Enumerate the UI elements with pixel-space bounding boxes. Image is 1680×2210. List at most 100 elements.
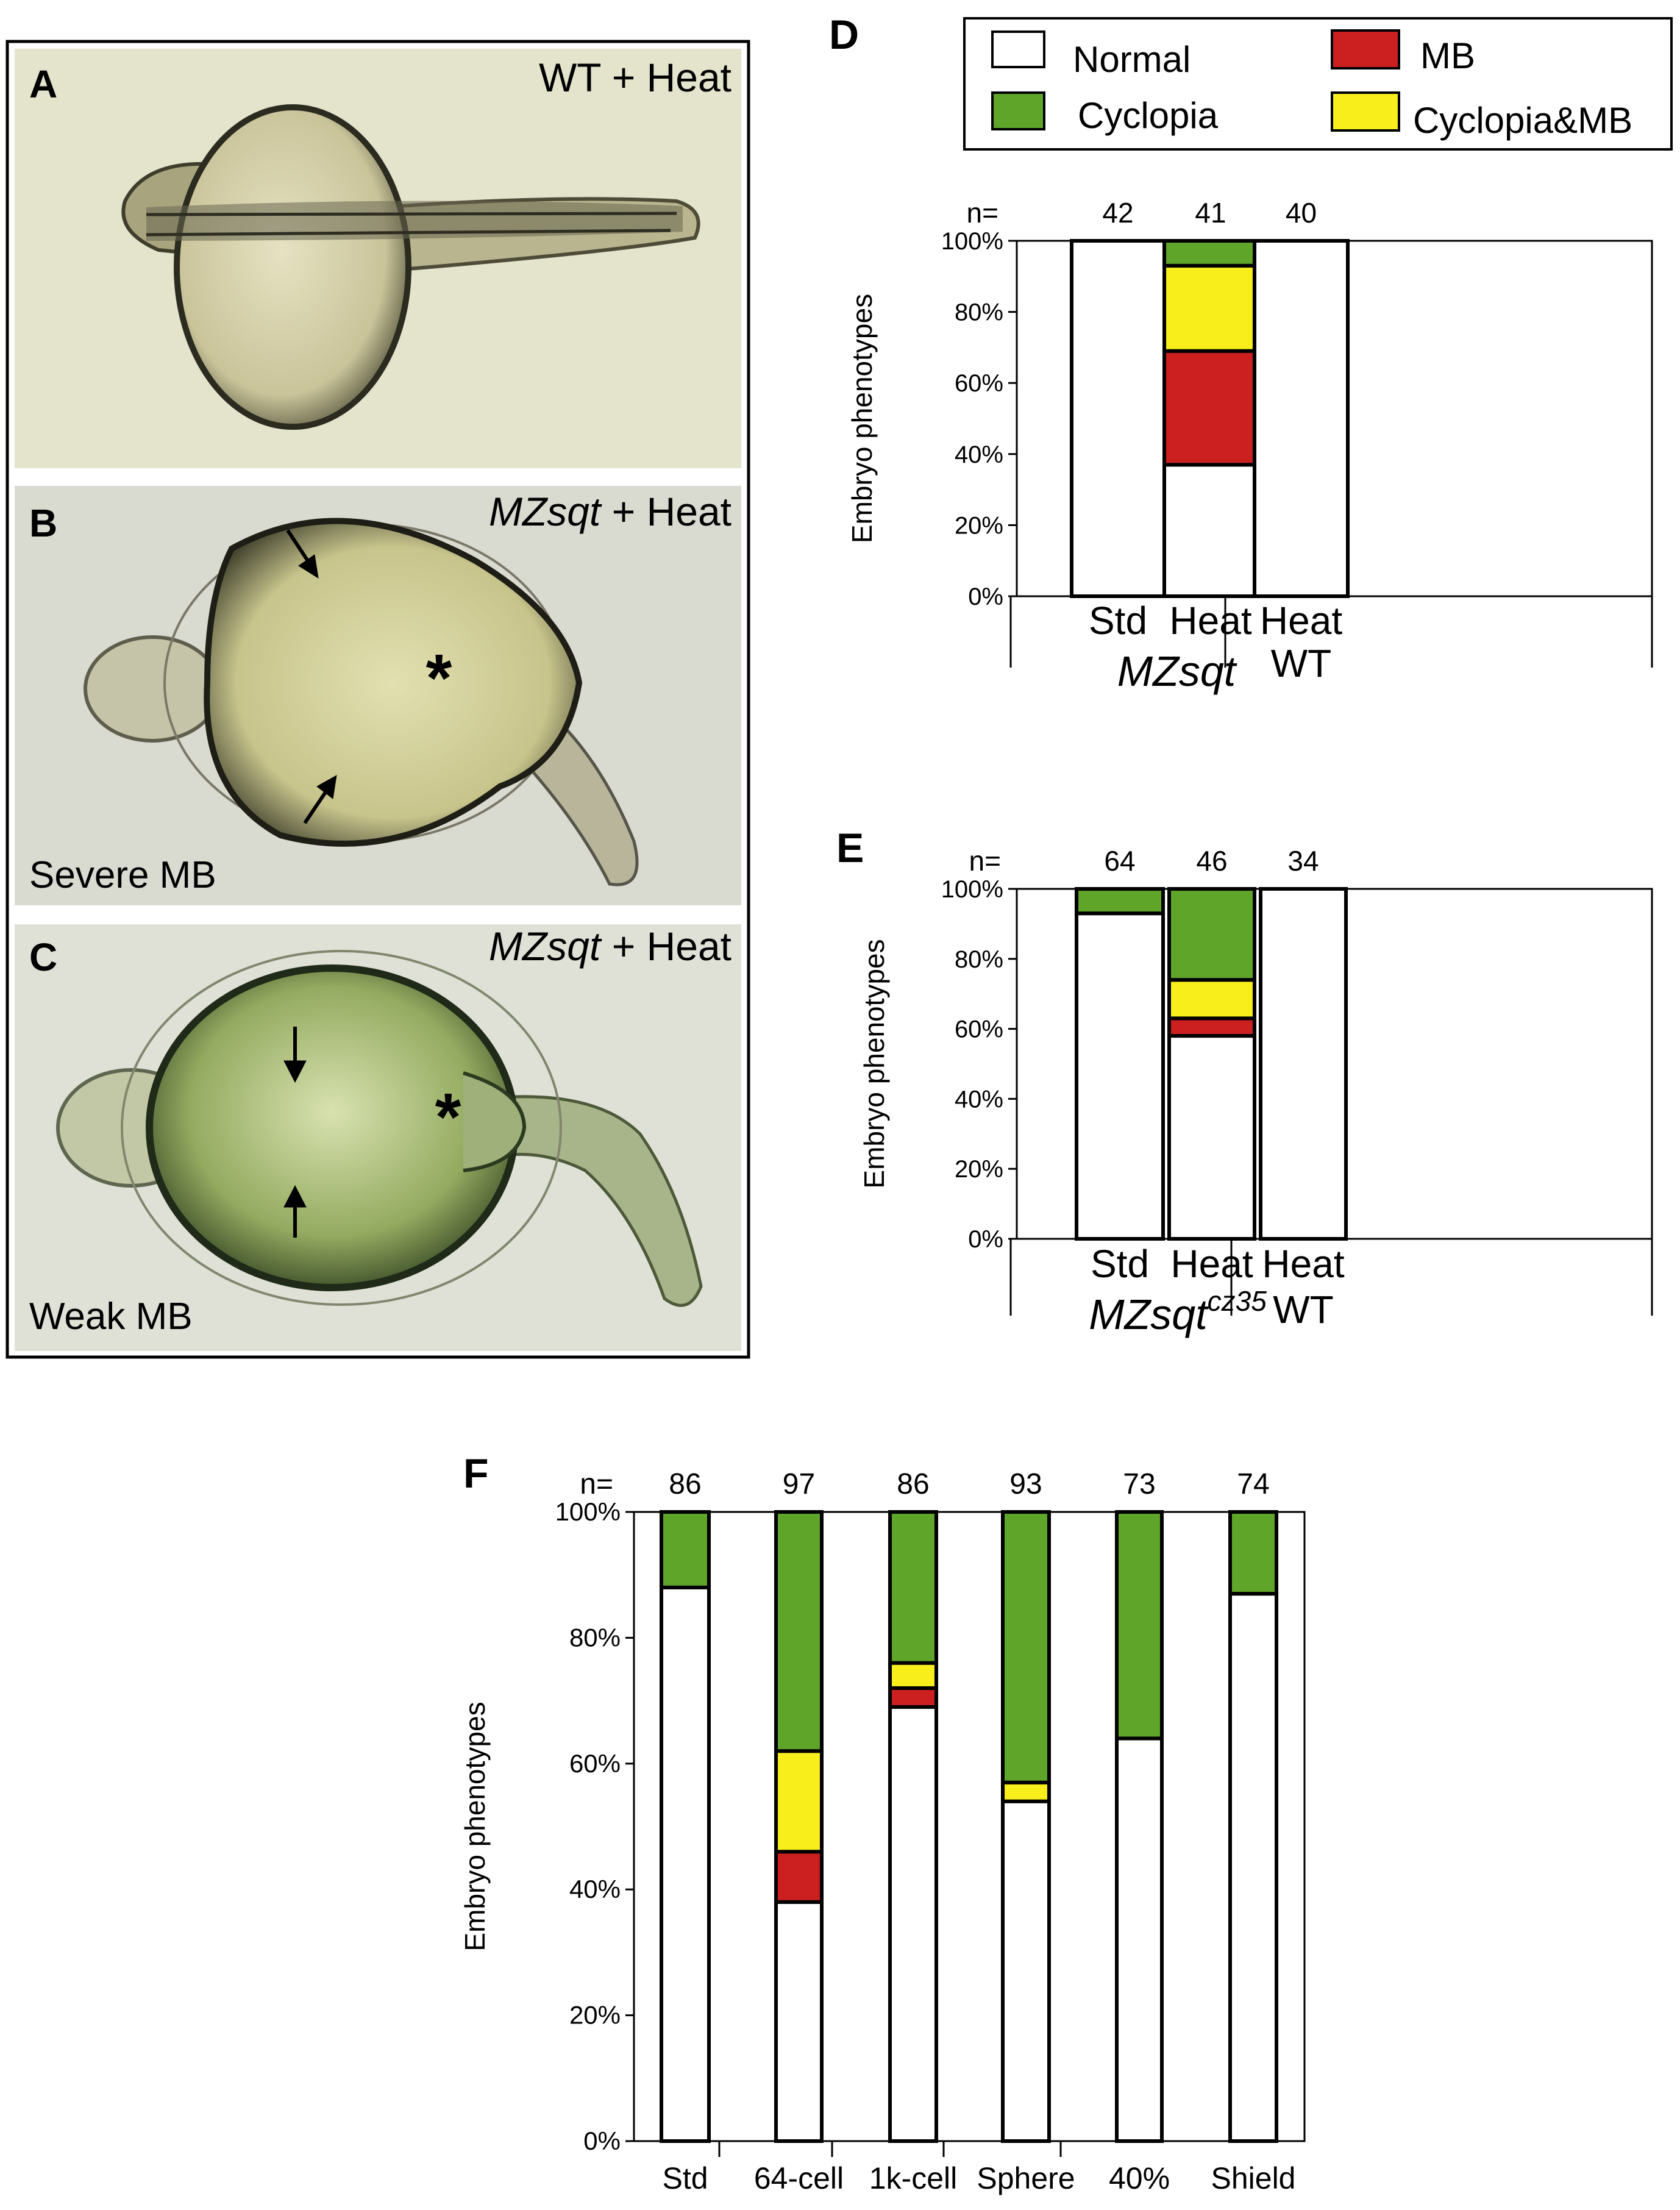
panel-c-title: MZsqt + Heat — [489, 924, 731, 969]
chart-f-ytick-label: 0% — [583, 2126, 621, 2155]
panel-letter-b: B — [29, 501, 57, 545]
chart-d-n-label: n= — [967, 197, 998, 229]
chart-d-xtick-label: Heat — [1169, 599, 1251, 643]
chart-d-xtick-label: Heat — [1260, 599, 1342, 643]
chart-f-n-value: 74 — [1237, 1468, 1269, 1500]
chart-f-plot-frame — [633, 1511, 1306, 2142]
chart-e-ytick-label: 80% — [955, 946, 1003, 973]
chart-d-bar-normal — [1070, 239, 1166, 598]
chart-f-bar-normal — [1228, 1592, 1278, 2144]
panel-b-caption: Severe MB — [29, 854, 216, 896]
photo-panel-c — [15, 924, 741, 1351]
chart-f-bar-cyclopia — [660, 1510, 711, 1589]
chart-d-xtick-label: Std — [1089, 599, 1147, 643]
chart-f-bar-cyclopia — [1001, 1510, 1051, 1784]
chart-e-ytick-label: 0% — [968, 1226, 1003, 1253]
legend-swatch-mb — [1331, 29, 1400, 70]
photo-panel-b — [15, 486, 741, 905]
chart-e-xtick-label: Std — [1091, 1242, 1149, 1286]
chart-d: D 0% 20% 40% 60% 80% 100% Embryo phenotypes n= 4… — [829, 12, 1653, 695]
chart-e-n-value: 64 — [1104, 845, 1135, 877]
legend-swatch-cyclopia-mb — [1331, 91, 1400, 132]
chart-f-bar-cyclopia-mb — [888, 1661, 938, 1690]
photo-panels: * * A WT + Heat B MZsqt + Heat Severe MB… — [5, 40, 750, 1359]
chart-e-ytick-label: 40% — [955, 1086, 1003, 1113]
chart-f-bar-cyclopia — [774, 1510, 824, 1753]
chart-e-bar-cyclopia-mb — [1167, 978, 1256, 1021]
chart-e-bar-cyclopia — [1167, 887, 1256, 982]
chart-e-n-value: 34 — [1287, 845, 1319, 877]
legend-label-cyclopia: Cyclopia — [1078, 95, 1219, 136]
chart-f-n-value: 97 — [783, 1468, 815, 1500]
legend-label-normal: Normal — [1073, 39, 1191, 80]
chart-f-ylabel: Embryo phenotypes — [459, 1702, 491, 1951]
chart-e-n-label: n= — [969, 845, 1001, 877]
chart-f-xtick-label: 1k-cell — [869, 2161, 957, 2195]
chart-d-ytick-label: 0% — [968, 583, 1003, 610]
chart-e-xtick-label: Heat — [1262, 1242, 1344, 1286]
chart-f-xtick-label: Sphere — [977, 2161, 1075, 2195]
chart-e-bar-normal — [1075, 911, 1165, 1241]
chart-f-bar-cyclopia-mb — [1001, 1780, 1051, 1803]
legend-swatch-normal — [991, 30, 1045, 68]
chart-f-n-label: n= — [580, 1468, 613, 1500]
chart-d-ytick-label: 60% — [955, 370, 1003, 397]
chart-f-n-value: 86 — [669, 1468, 701, 1500]
chart-d-ylabel: Embryo phenotypes — [846, 294, 878, 543]
panel-a-title: WT + Heat — [539, 55, 731, 100]
chart-f-xtick-label: 64-cell — [754, 2161, 844, 2195]
chart-e-xtick-label2: WT — [1273, 1288, 1334, 1331]
chart-f-bar-cyclopia-mb — [774, 1749, 824, 1854]
chart-e-bar-cyclopia — [1075, 887, 1165, 916]
chart-e-group-label: MZsqtcz35 — [1089, 1285, 1267, 1338]
chart-f-n-value: 93 — [1009, 1468, 1042, 1500]
chart-f-bar-normal — [1001, 1799, 1051, 2143]
legend-label-mb: MB — [1420, 35, 1475, 76]
asterisk-icon-b: * — [426, 641, 452, 716]
chart-d-group-label: MZsqt — [1117, 647, 1237, 695]
chart-f-n-value: 86 — [897, 1468, 929, 1500]
chart-d-bar-normal — [1162, 463, 1259, 598]
panel-b-title: MZsqt + Heat — [489, 489, 731, 534]
chart-f-ytick-label: 60% — [569, 1749, 621, 1778]
chart-f-bar-cyclopia — [888, 1510, 938, 1665]
chart-d-n-value: 42 — [1102, 197, 1133, 229]
embryo-a-yolk — [174, 104, 411, 430]
arrow-icons-b — [286, 529, 337, 824]
chart-f-ytick-label: 40% — [569, 1875, 621, 1903]
panel-letter-c: C — [29, 935, 57, 979]
arrow-icons-c — [283, 1027, 307, 1238]
chart-e-ylabel: Embryo phenotypes — [858, 939, 890, 1188]
chart-f-bar-normal — [774, 1900, 824, 2144]
chart-f-bar-cyclopia — [1228, 1510, 1278, 1596]
chart-e: E 0% 20% 40% 60% 80% 100% Embryo phenotypes n= 6… — [836, 825, 1653, 1338]
chart-f-ytick-label: 100% — [555, 1497, 621, 1526]
embryo-c-tail — [485, 1095, 703, 1307]
embryo-b-head — [84, 635, 221, 743]
chart-d-xtick-label2: WT — [1271, 641, 1332, 685]
chart-e-bar-normal — [1167, 1034, 1256, 1241]
chart-f-xtick-label: Shield — [1211, 2161, 1296, 2195]
chart-f-bar-mb — [774, 1850, 824, 1904]
chart-d-ytick-label: 80% — [955, 299, 1003, 326]
chart-e-ytick-label: 60% — [955, 1016, 1003, 1043]
panel-letter-f: F — [463, 1450, 489, 1497]
legend-box — [963, 17, 1673, 151]
chart-f-xtick-label: Std — [662, 2161, 708, 2195]
chart-d-ytick-label: 20% — [955, 512, 1003, 539]
chart-f-bar-normal — [660, 1585, 711, 2143]
chart-d-ytick-label: 100% — [941, 228, 1003, 255]
chart-e-xtick-label: Heat — [1170, 1242, 1253, 1286]
chart-f-n-value: 73 — [1123, 1468, 1155, 1500]
chart-e-bar-normal — [1259, 887, 1348, 1241]
chart-e-ytick-label: 20% — [955, 1156, 1003, 1183]
panel-letter-e: E — [836, 825, 864, 871]
chart-f-bar-normal — [888, 1705, 938, 2144]
chart-f-bar-cyclopia — [1115, 1510, 1164, 1741]
chart-d-n-value: 41 — [1195, 197, 1226, 229]
panel-letter-a: A — [29, 62, 57, 106]
chart-d-n-value: 40 — [1286, 197, 1317, 229]
chart-e-bar-mb — [1167, 1016, 1256, 1038]
chart-d-bar-cyclopia — [1162, 239, 1259, 268]
legend-swatch-cyclopia — [991, 91, 1045, 130]
